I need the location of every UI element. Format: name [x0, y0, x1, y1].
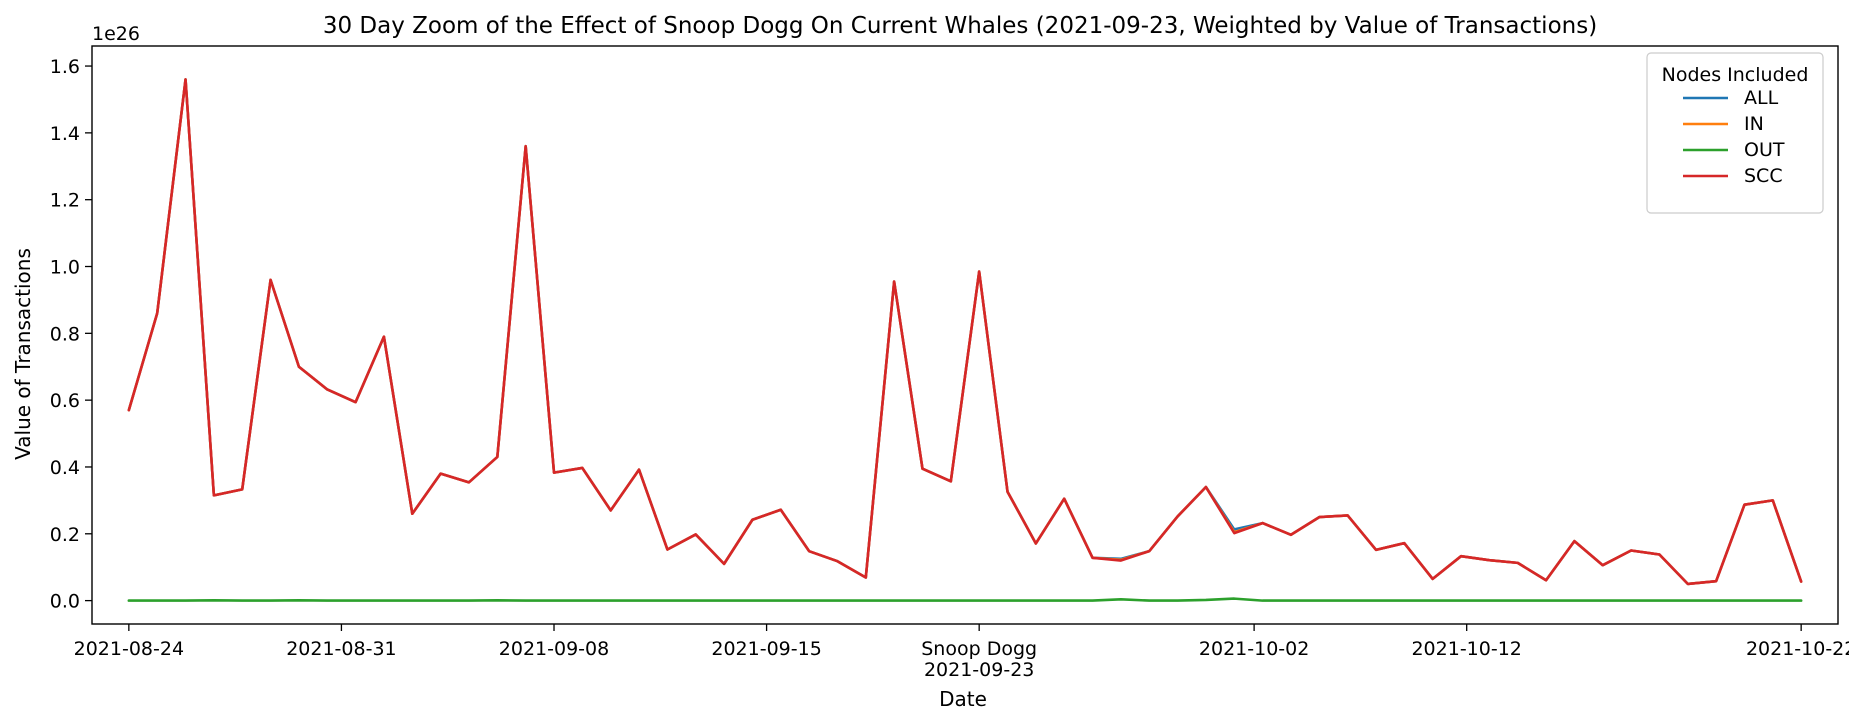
y-tick-label: 0.4 [50, 457, 80, 479]
axis-ticks: 0.0 0.2 0.4 0.6 0.8 1.0 1.2 1.4 1.6 2021-08-24 202… [50, 56, 1849, 681]
y-axis-multiplier: 1e26 [92, 23, 140, 45]
series-line-all [127, 78, 1803, 586]
legend-label-all: ALL [1744, 87, 1779, 109]
x-tick-label: 2021-09-23 [924, 659, 1034, 681]
x-axis-label: Date [939, 687, 987, 711]
plot-area-frame [91, 45, 1839, 625]
y-tick-label: 0.2 [50, 524, 80, 546]
chart-title: 30 Day Zoom of the Effect of Snoop Dogg … [323, 13, 1597, 39]
series-line-scc [127, 78, 1803, 586]
x-tick-label: Snoop Dogg [921, 638, 1037, 660]
series-line-in [127, 78, 1803, 586]
legend-label-scc: SCC [1744, 165, 1783, 187]
legend-label-in: IN [1744, 113, 1764, 135]
x-tick-label: 2021-09-15 [711, 638, 821, 660]
x-tick-label: 2021-10-22 [1746, 638, 1849, 660]
series-lines [127, 78, 1803, 602]
y-tick-label: 1.2 [50, 190, 80, 212]
y-tick-label: 1.6 [50, 56, 80, 78]
legend: Nodes Included ALL IN OUT SCC [1646, 52, 1824, 214]
y-tick-label: 1.0 [50, 257, 80, 279]
y-axis-label: Value of Transactions [11, 248, 35, 460]
legend-title: Nodes Included [1662, 64, 1809, 86]
series-line-out [127, 597, 1803, 602]
x-tick-label: 2021-08-31 [286, 638, 396, 660]
x-tick-label: 2021-08-24 [74, 638, 184, 660]
legend-items: ALL IN OUT SCC [1683, 87, 1785, 187]
x-tick-label: 2021-10-12 [1411, 638, 1521, 660]
y-tick-label: 0.6 [50, 390, 80, 412]
y-tick-label: 1.4 [50, 123, 80, 145]
legend-label-out: OUT [1744, 139, 1785, 161]
legend-box [1646, 52, 1824, 214]
x-tick-label: 2021-09-08 [499, 638, 609, 660]
y-tick-label: 0.0 [50, 591, 80, 613]
y-tick-label: 0.8 [50, 323, 80, 345]
x-tick-label: 2021-10-02 [1199, 638, 1309, 660]
